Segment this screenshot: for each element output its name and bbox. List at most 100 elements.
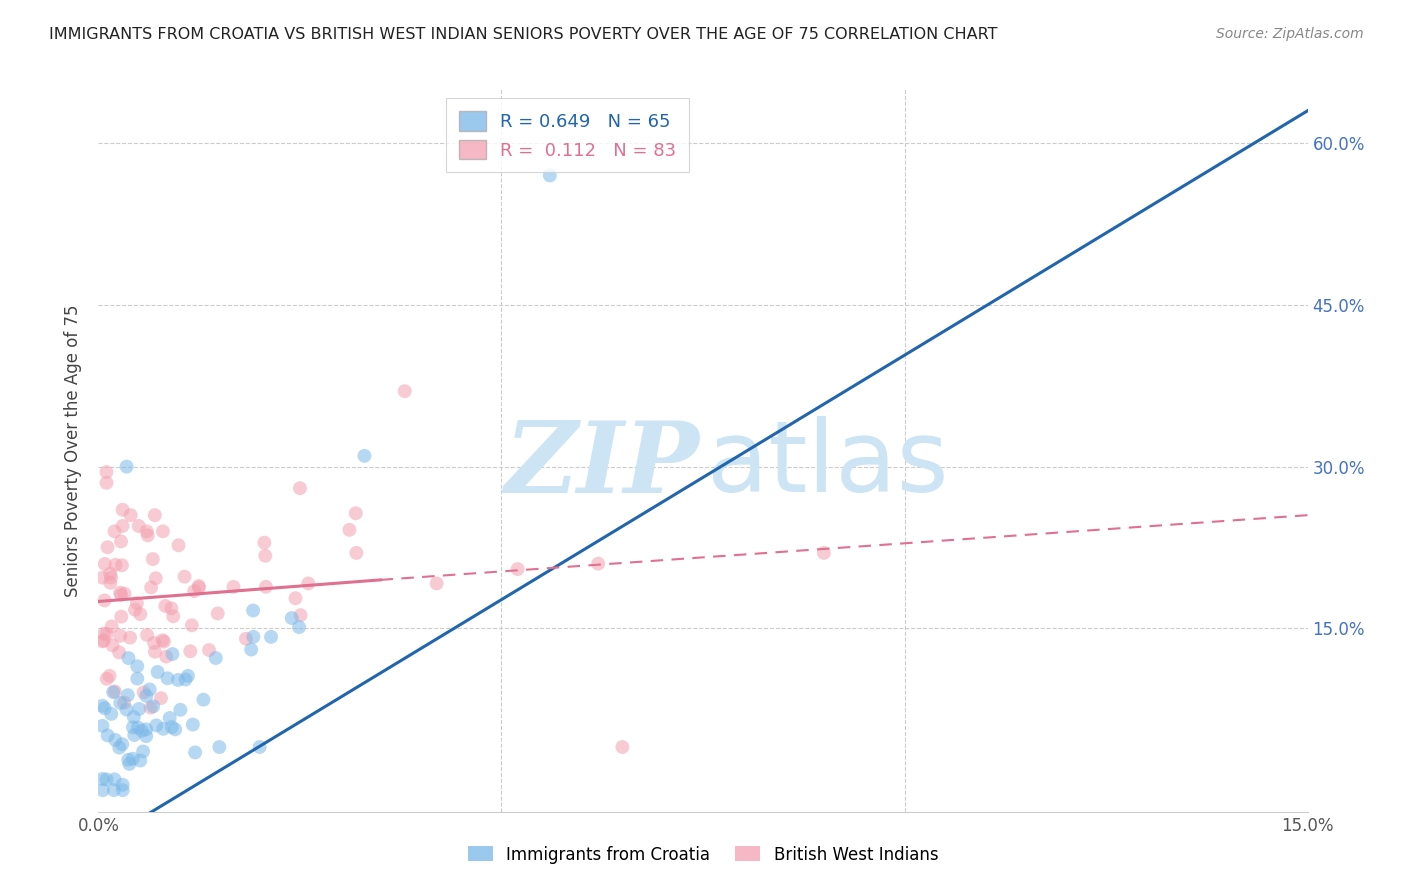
Point [111,519,134,533]
Point [121,752,143,766]
Point [117,688,139,702]
Point [103,772,125,787]
Point [142,699,165,714]
Point [160,601,183,615]
Point [339,523,361,537]
Point [103,685,125,699]
Point [174,673,197,687]
Point [128,519,150,533]
Point [122,720,145,734]
Point [96,475,118,490]
Point [139,700,162,714]
Point [155,649,177,664]
Point [93,633,115,648]
Point [813,546,835,560]
Point [242,603,264,617]
Point [183,584,205,599]
Point [111,558,134,573]
Point [110,588,132,602]
Point [426,576,449,591]
Point [111,778,134,792]
Point [288,481,311,495]
Point [91,783,114,797]
Point [103,783,125,797]
Point [131,723,153,738]
Point [142,552,165,566]
Text: Source: ZipAtlas.com: Source: ZipAtlas.com [1216,27,1364,41]
Point [111,737,134,751]
Point [181,717,204,731]
Point [145,571,167,585]
Point [96,672,118,686]
Point [110,609,132,624]
Point [249,739,271,754]
Point [96,465,118,479]
Point [159,711,181,725]
Point [167,673,190,687]
Text: ZIP: ZIP [505,417,699,513]
Point [96,540,118,554]
Point [125,596,148,610]
Point [100,575,122,590]
Point [127,672,149,686]
Point [122,728,145,742]
Point [253,535,276,549]
Point [297,576,319,591]
Point [353,449,375,463]
Point [135,689,157,703]
Point [112,696,135,710]
Point [93,701,115,715]
Point [127,721,149,735]
Point [160,720,183,734]
Point [101,638,124,652]
Point [91,634,114,648]
Point [98,566,121,581]
Point [235,632,257,646]
Point [586,557,609,571]
Point [284,591,307,606]
Point [139,581,162,595]
Point [108,645,131,659]
Point [110,696,132,710]
Point [153,634,176,648]
Point [115,459,138,474]
Point [204,651,226,665]
Point [93,593,115,607]
Point [104,558,127,572]
Point [135,723,157,737]
Point [143,645,166,659]
Point [128,702,150,716]
Point [506,562,529,576]
Point [117,651,139,665]
Point [108,740,131,755]
Point [152,722,174,736]
Point [93,626,115,640]
Point [152,633,174,648]
Point [91,719,114,733]
Point [127,659,149,673]
Point [538,169,561,183]
Point [96,772,118,787]
Point [136,628,159,642]
Point [180,618,202,632]
Point [94,557,117,571]
Point [290,608,312,623]
Point [111,502,134,516]
Point [129,754,152,768]
Point [254,549,277,563]
Point [198,643,221,657]
Point [103,524,125,539]
Legend: Immigrants from Croatia, British West Indians: Immigrants from Croatia, British West In… [461,839,945,871]
Point [344,546,367,560]
Point [115,702,138,716]
Point [122,710,145,724]
Point [288,620,311,634]
Point [162,609,184,624]
Point [138,682,160,697]
Text: atlas: atlas [707,417,948,514]
Point [129,607,152,621]
Point [281,611,304,625]
Point [155,599,177,613]
Point [260,630,283,644]
Point [135,524,157,539]
